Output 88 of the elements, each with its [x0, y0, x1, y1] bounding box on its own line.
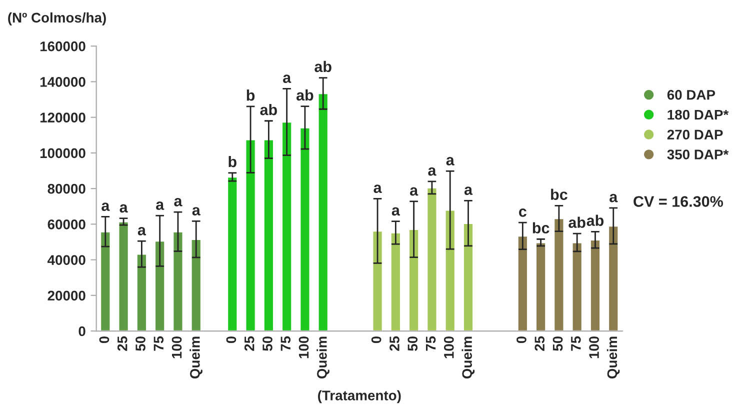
y-tick-label: 100000 — [40, 148, 86, 158]
legend-label: 270 DAP — [667, 130, 723, 140]
x-tick-label: Queim — [316, 336, 330, 379]
data-label: ab — [260, 104, 277, 116]
bar — [553, 218, 565, 332]
x-tick-label: 0 — [516, 336, 526, 344]
x-tick-label: 50 — [408, 336, 418, 351]
bar — [281, 121, 292, 332]
data-label: bc — [532, 222, 550, 234]
bar — [317, 92, 329, 332]
x-tick-label: Queim — [606, 336, 620, 379]
x-tick-label: Queim — [462, 336, 475, 379]
data-label: a — [156, 202, 164, 210]
x-tick-label: 75 — [571, 336, 581, 351]
data-label: a — [102, 202, 110, 211]
x-tick-label: 100 — [589, 336, 599, 358]
data-label: ab — [314, 60, 332, 72]
x-tick-label: 50 — [136, 336, 146, 351]
data-label: a — [283, 74, 292, 83]
bar — [100, 230, 112, 332]
bar — [462, 222, 474, 332]
data-label: a — [610, 194, 618, 202]
y-tick-label: 40000 — [48, 255, 86, 265]
data-label: a — [428, 167, 436, 176]
x-tick-label: 25 — [244, 336, 254, 351]
data-label: a — [138, 227, 146, 236]
data-label: a — [374, 184, 382, 194]
x-tick-label: 25 — [117, 336, 128, 351]
bar — [244, 138, 256, 332]
data-label: b — [246, 90, 255, 101]
y-tick-label: 60000 — [48, 220, 86, 230]
x-tick-label: 0 — [226, 336, 236, 344]
data-label: ab — [568, 216, 586, 228]
data-label: a — [392, 207, 400, 216]
legend-label: 180 DAP* — [668, 110, 729, 120]
y-tick-label: 140000 — [40, 77, 86, 87]
bar — [608, 225, 620, 332]
data-label: bc — [551, 188, 568, 200]
data-label: a — [174, 198, 182, 206]
y-tick-label: 80000 — [48, 184, 86, 194]
x-axis-title: (Tratamento) — [318, 390, 401, 404]
data-label: c — [519, 208, 526, 217]
bar — [516, 235, 528, 332]
bar — [136, 253, 148, 332]
data-label: a — [410, 187, 418, 196]
bar — [590, 239, 601, 332]
bar — [571, 242, 583, 332]
x-tick-label: 0 — [99, 336, 110, 344]
bar — [118, 220, 130, 332]
data-label: a — [120, 204, 128, 213]
data-label: ab — [296, 89, 314, 101]
x-tick-label: 100 — [444, 336, 454, 358]
x-tick-label: 25 — [534, 336, 545, 351]
text: CV = 16.30% — [634, 196, 724, 207]
x-tick-label: 75 — [426, 336, 436, 351]
bar — [408, 228, 420, 332]
y-tick-label: 20000 — [48, 290, 86, 301]
bar — [154, 240, 166, 332]
bar — [226, 176, 238, 332]
bar — [535, 242, 546, 332]
bar — [190, 238, 202, 332]
x-tick-label: 75 — [154, 336, 164, 351]
x-tick-label: 100 — [172, 336, 182, 358]
data-label: ab — [586, 214, 604, 226]
x-tick-label: Queim — [190, 336, 202, 379]
y-tick-label: 0 — [78, 326, 86, 336]
legend-label: 350 DAP* — [667, 150, 729, 160]
y-axis-title: (Nº Colmos/ha) — [8, 12, 106, 26]
x-tick-label: 75 — [280, 336, 291, 351]
bar — [172, 230, 184, 332]
data-label: b — [228, 156, 236, 168]
bar — [390, 232, 402, 332]
x-tick-label: 50 — [552, 336, 563, 351]
bar — [299, 126, 311, 332]
bar — [372, 230, 384, 332]
x-tick-label: 25 — [390, 336, 400, 351]
bar — [444, 209, 456, 332]
data-label: a — [192, 207, 200, 216]
bar — [426, 186, 438, 332]
x-tick-label: 50 — [262, 336, 272, 351]
x-tick-label: 100 — [298, 336, 309, 358]
y-tick-label: 120000 — [40, 112, 86, 122]
x-tick-label: 0 — [371, 336, 382, 344]
y-tick-label: 160000 — [40, 41, 86, 52]
data-label: a — [446, 157, 454, 166]
legend-label: 60 DAP — [667, 90, 716, 100]
data-label: a — [464, 186, 473, 195]
bar — [262, 138, 274, 332]
